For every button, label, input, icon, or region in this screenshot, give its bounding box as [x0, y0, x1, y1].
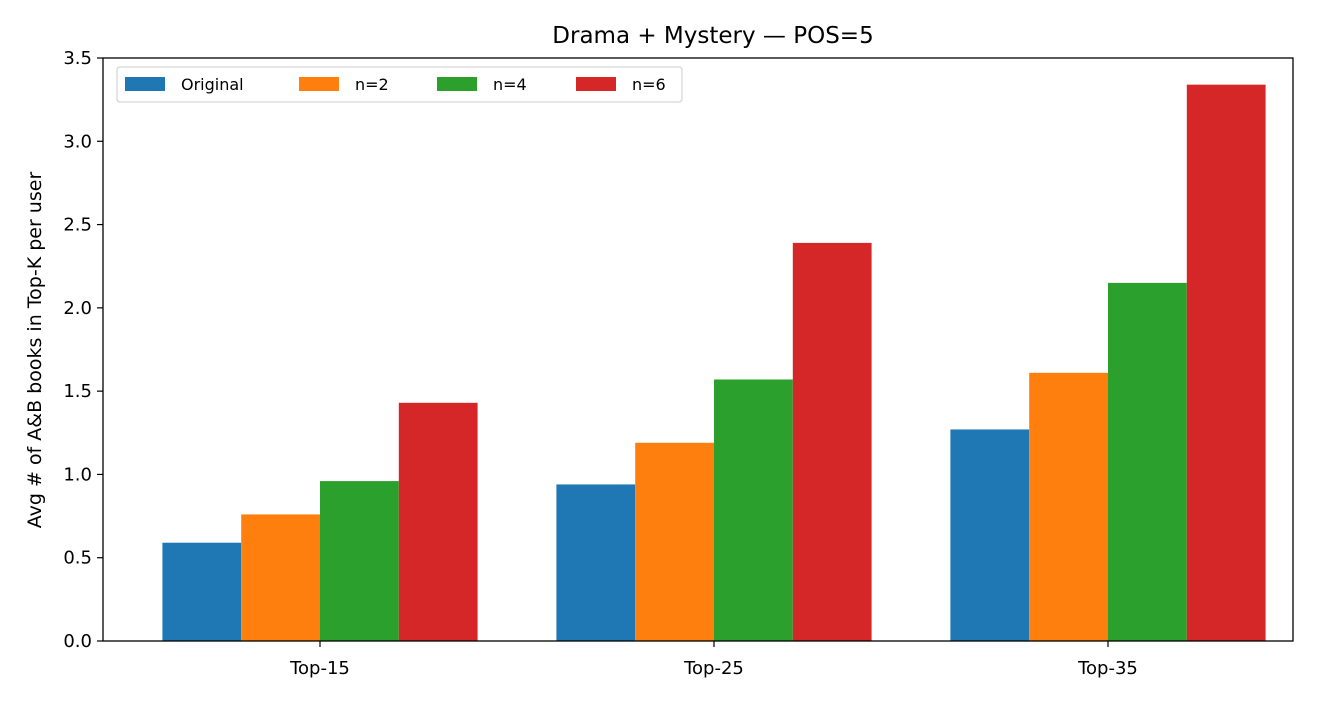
legend-label: n=4 — [493, 75, 527, 94]
legend-label: n=6 — [632, 75, 666, 94]
plot-frame — [102, 57, 1294, 642]
bar-n-4-top-35 — [1108, 282, 1187, 641]
y-tick-label: 1.0 — [63, 464, 92, 485]
bar-original-top-35 — [950, 429, 1030, 641]
x-tick-label: Top-15 — [289, 658, 350, 679]
bar-n-6-top-35 — [1186, 84, 1266, 641]
y-tick-label: 3.5 — [63, 48, 92, 69]
y-axis: 0.0 0.5 1.0 1.5 2.0 2.5 3.0 3.5 — [63, 48, 103, 652]
bar-n-4-top-25 — [714, 379, 793, 641]
y-tick-label: 2.0 — [63, 298, 92, 319]
x-tick-label: Top-25 — [683, 658, 744, 679]
bars-group — [162, 84, 1266, 641]
y-tick-label: 3.0 — [63, 131, 92, 152]
y-tick-label: 2.5 — [63, 215, 92, 236]
bar-n-4-top-15 — [320, 481, 399, 641]
bar-n-2-top-35 — [1029, 372, 1108, 641]
y-axis-label: Avg # of A&B books in Top-K per user — [24, 172, 46, 529]
bar-n-6-top-15 — [398, 402, 478, 641]
legend-swatch — [125, 77, 165, 91]
legend-swatch — [299, 77, 339, 91]
x-axis: Top-15 Top-25 Top-35 — [289, 641, 1138, 679]
x-tick-label: Top-35 — [1077, 658, 1138, 679]
legend-label: n=2 — [355, 75, 389, 94]
bar-original-top-15 — [162, 542, 242, 641]
y-tick-label: 1.5 — [63, 381, 92, 402]
legend: Original n=2 n=4 n=6 — [116, 66, 683, 103]
bar-original-top-25 — [556, 484, 636, 641]
legend-swatch — [437, 77, 477, 91]
bar-n-2-top-25 — [635, 442, 714, 641]
legend-swatch — [576, 77, 616, 91]
legend-box — [116, 66, 683, 103]
y-tick-label: 0.5 — [63, 548, 92, 569]
bar-n-6-top-25 — [792, 242, 872, 641]
chart-title: Drama + Mystery — POS=5 — [552, 23, 873, 49]
y-tick-label: 0.0 — [63, 631, 92, 652]
legend-label: Original — [181, 75, 244, 94]
bar-n-2-top-15 — [241, 514, 320, 641]
